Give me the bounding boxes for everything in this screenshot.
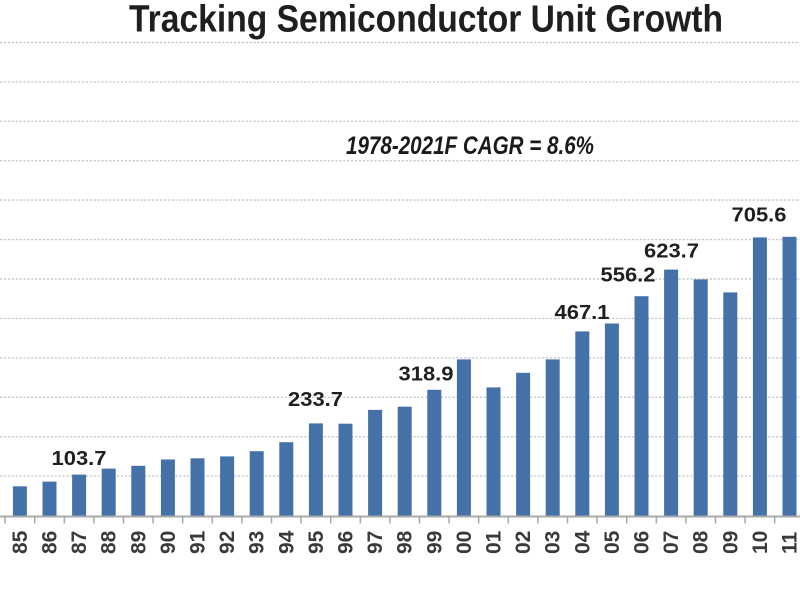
svg-text:467.1: 467.1 [555,302,610,324]
svg-text:05: 05 [601,530,624,554]
svg-text:01: 01 [483,530,506,554]
svg-text:98: 98 [394,530,417,554]
svg-text:93: 93 [246,531,269,554]
svg-text:87: 87 [68,531,91,554]
svg-text:08: 08 [690,530,713,554]
svg-text:86: 86 [39,531,62,554]
svg-text:09: 09 [719,531,742,554]
svg-text:85: 85 [9,530,32,554]
svg-text:04: 04 [571,530,594,554]
svg-text:00: 00 [453,531,476,554]
svg-text:1978-2021F CAGR = 8.6%: 1978-2021F CAGR = 8.6% [346,132,594,160]
svg-text:02: 02 [512,531,535,554]
svg-text:233.7: 233.7 [288,389,343,411]
svg-text:92: 92 [216,531,239,554]
svg-text:07: 07 [660,531,683,554]
svg-text:11: 11 [779,531,800,554]
svg-text:Tracking Semiconductor Unit Gr: Tracking Semiconductor Unit Growth [129,0,723,41]
svg-text:556.2: 556.2 [601,265,656,287]
svg-text:03: 03 [542,531,565,554]
svg-text:95: 95 [305,530,328,554]
svg-text:90: 90 [157,531,180,554]
svg-text:89: 89 [127,531,150,554]
svg-text:103.7: 103.7 [52,448,107,470]
svg-text:10: 10 [749,531,772,554]
svg-text:99: 99 [423,531,446,554]
svg-text:97: 97 [364,531,387,554]
svg-text:88: 88 [98,530,121,554]
svg-text:623.7: 623.7 [644,241,699,263]
svg-text:705.6: 705.6 [732,205,787,227]
svg-text:91: 91 [187,530,210,554]
svg-text:94: 94 [275,530,298,554]
svg-text:06: 06 [631,531,654,554]
svg-text:318.9: 318.9 [399,364,454,386]
svg-text:96: 96 [335,531,358,554]
